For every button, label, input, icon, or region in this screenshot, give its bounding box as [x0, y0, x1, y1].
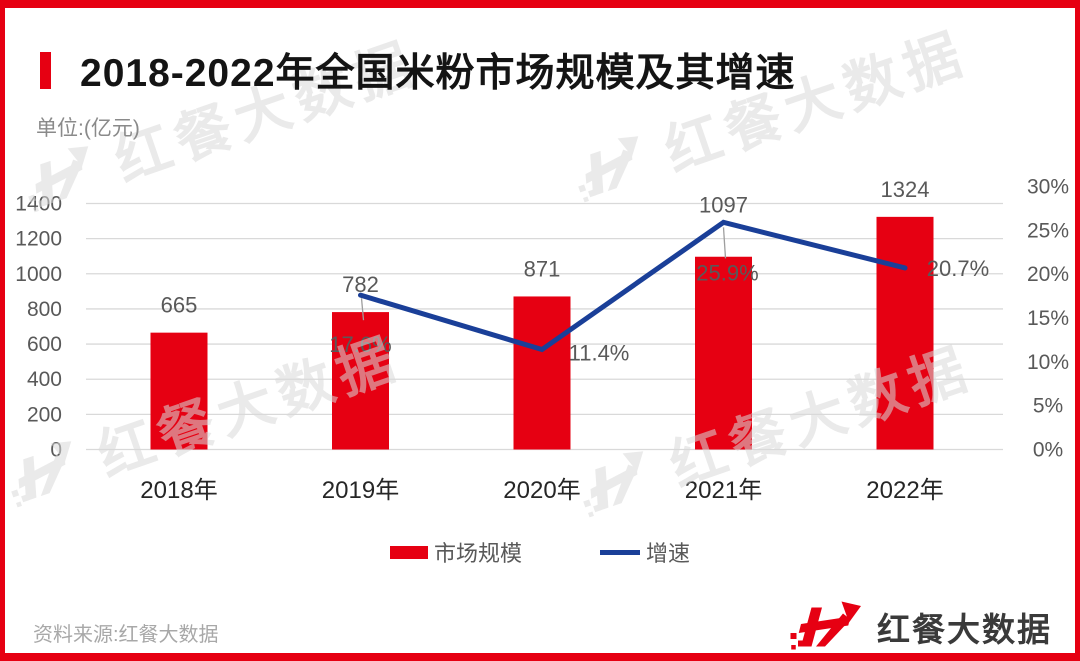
right-axis-tick: 15% [1027, 307, 1069, 330]
bar-value-label: 1324 [881, 177, 930, 202]
legend-bar-swatch-icon [389, 545, 428, 559]
bar-value-label: 782 [342, 272, 379, 297]
label-leader-line [360, 298, 365, 321]
chart-legend: 市场规模 增速 [0, 536, 1080, 568]
bar-2019年 [332, 312, 389, 450]
left-axis-tick: 600 [27, 333, 62, 356]
x-axis-label: 2020年 [503, 477, 580, 504]
right-axis-tick: 5% [1033, 395, 1063, 418]
right-axis-tick: 0% [1033, 439, 1063, 462]
left-axis-tick: 1000 [15, 263, 62, 286]
frame-right [1075, 0, 1080, 661]
left-axis-tick: 1400 [15, 193, 62, 216]
brand-name: 红餐大数据 [877, 611, 1052, 648]
title-accent-marker [40, 51, 51, 89]
x-axis-label: 2019年 [322, 477, 399, 504]
title-row: 2018-2022年全国米粉市场规模及其增速 [40, 42, 796, 98]
left-axis-tick: 800 [27, 298, 62, 321]
x-axis-label: 2018年 [140, 477, 217, 504]
legend-label: 市场规模 [433, 541, 522, 566]
legend-label: 增速 [646, 541, 691, 566]
growth-line [358, 219, 908, 353]
frame-bottom [0, 653, 1080, 661]
growth-value-label: 11.4% [569, 341, 630, 366]
left-axis-tick: 400 [27, 368, 62, 391]
frame-left [0, 0, 5, 661]
frame-top [0, 0, 1080, 8]
right-axis-tick: 30% [1027, 175, 1069, 198]
x-axis-label: 2022年 [866, 477, 943, 504]
data-source-label: 资料来源:红餐大数据 [33, 624, 219, 646]
x-axis-label: 2021年 [685, 477, 762, 504]
bar-2020年 [513, 296, 571, 450]
brand-logo: 红餐大数据 [789, 600, 1052, 654]
bar-value-label: 871 [524, 256, 561, 281]
left-axis-tick: 1200 [15, 228, 62, 251]
right-axis-tick: 25% [1027, 219, 1069, 242]
left-axis-tick: 0 [50, 439, 62, 462]
growth-value-label: 17.6% [329, 332, 391, 357]
page-title: 2018-2022年全国米粉市场规模及其增速 [80, 52, 796, 95]
legend-item-market-size: 市场规模 [389, 536, 522, 568]
legend-item-growth-rate: 增速 [600, 536, 690, 568]
unit-label: 单位:(亿元) [36, 117, 140, 140]
bar-2018年 [150, 332, 208, 450]
bar-2021年 [695, 256, 752, 450]
left-axis-tick: 200 [27, 403, 62, 426]
right-axis-tick: 20% [1027, 263, 1069, 286]
bar-2022年 [876, 216, 934, 450]
label-leader-line [722, 227, 727, 259]
growth-value-label: 20.7% [927, 256, 989, 281]
legend-line-swatch-icon [600, 549, 640, 555]
growth-value-label: 25.9% [696, 260, 758, 285]
bar-value-label: 665 [161, 293, 198, 318]
bar-value-label: 1097 [699, 193, 748, 218]
hongcan-logo-icon [790, 601, 861, 650]
right-axis-tick: 10% [1027, 351, 1069, 374]
